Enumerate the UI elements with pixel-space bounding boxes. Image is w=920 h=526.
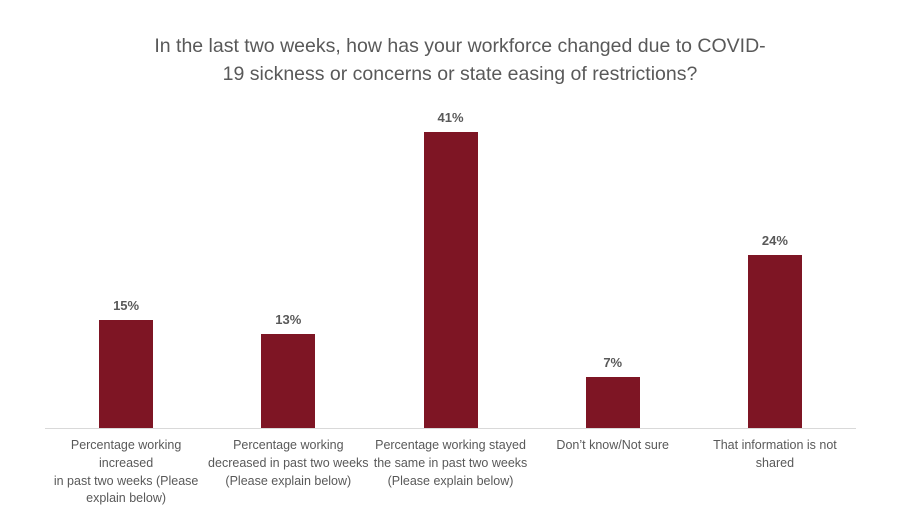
bar bbox=[585, 377, 640, 428]
bar bbox=[261, 334, 316, 428]
bar bbox=[423, 132, 478, 428]
category-label: Don’t know/Not sure bbox=[556, 438, 669, 452]
category-label: Percentage working decreased in past two… bbox=[208, 438, 369, 488]
bar-column: 15% bbox=[45, 0, 207, 428]
bar-column: 13% bbox=[207, 0, 369, 428]
bar-column: 41% bbox=[369, 0, 531, 428]
bar-value-label: 24% bbox=[761, 233, 788, 248]
category-label: Percentage working increased in past two… bbox=[53, 438, 199, 506]
bar-column: 7% bbox=[532, 0, 694, 428]
bar-value-label: 13% bbox=[275, 312, 302, 327]
category-axis: Percentage working increased in past two… bbox=[45, 437, 856, 508]
bar-value-label: 7% bbox=[603, 355, 623, 370]
category-label: That information is not shared bbox=[713, 438, 837, 470]
bar-value-label: 41% bbox=[437, 110, 464, 125]
plot-area: 15% 13% 41% 7% 24% bbox=[45, 0, 856, 429]
chart-title: In the last two weeks, how has your work… bbox=[154, 35, 766, 86]
bar-column: 24% bbox=[694, 0, 856, 428]
bar bbox=[99, 320, 154, 428]
bar bbox=[747, 255, 802, 428]
bar-value-label: 15% bbox=[113, 298, 140, 313]
category-label: Percentage working stayed the same in pa… bbox=[373, 438, 528, 488]
